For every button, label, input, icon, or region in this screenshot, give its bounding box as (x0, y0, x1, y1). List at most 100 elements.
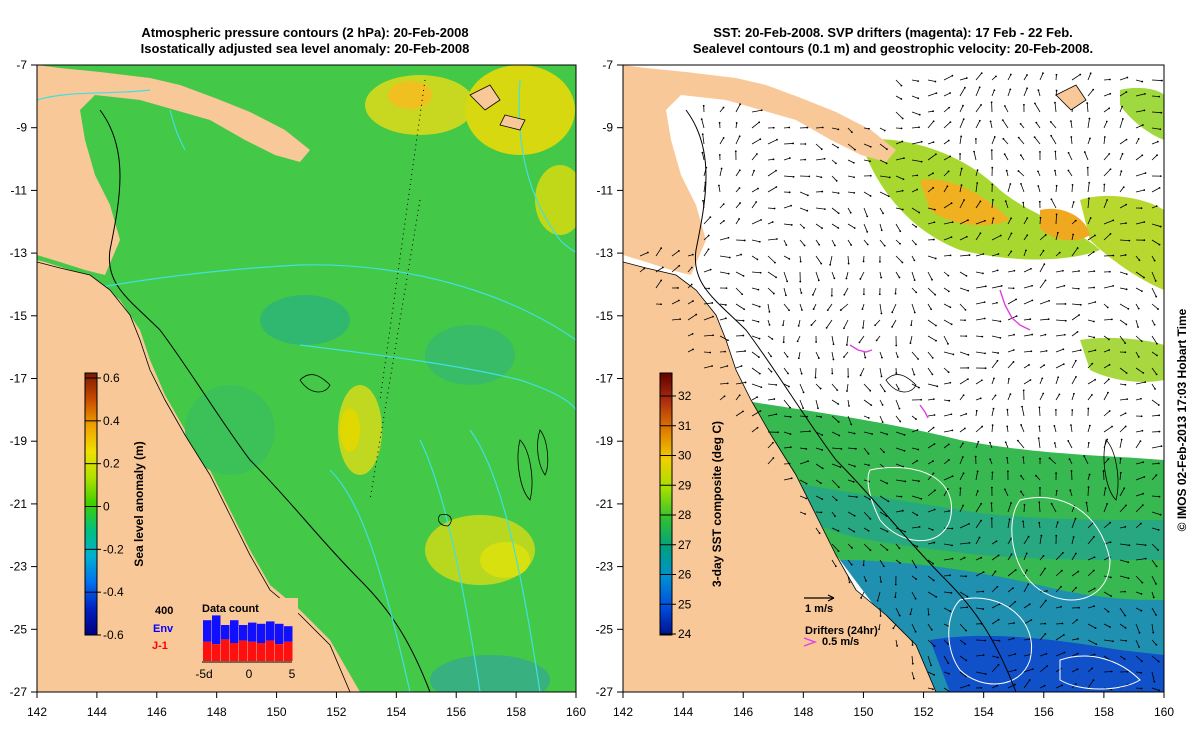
y-tick-label: -13 (10, 246, 28, 260)
velocity-arrowhead (712, 316, 714, 318)
velocity-arrowhead (933, 542, 935, 544)
velocity-arrowhead (1012, 587, 1014, 589)
velocity-arrowhead (1013, 622, 1015, 624)
velocity-arrowhead (1075, 683, 1077, 685)
velocity-arrowhead (711, 365, 713, 367)
velocity-arrowhead (1026, 74, 1028, 76)
velocity-arrowhead (899, 408, 901, 410)
velocity-arrowhead (1160, 514, 1162, 516)
velocity-arrowhead (1076, 619, 1078, 621)
velocity-arrowhead (985, 367, 987, 369)
velocity-arrowhead (1108, 378, 1110, 380)
velocity-arrowhead (913, 678, 915, 680)
velocity-arrowhead (998, 664, 1000, 666)
velocity-arrowhead (1014, 653, 1016, 655)
velocity-arrowhead (712, 334, 714, 336)
colorbar-tick-label: 0.4 (103, 414, 120, 428)
velocity-arrowhead (776, 139, 778, 141)
data-count-env-bar (275, 624, 284, 644)
velocity-arrowhead (1145, 558, 1147, 560)
velocity-arrowhead (902, 510, 904, 512)
velocity-arrowhead (1032, 668, 1034, 670)
velocity-arrowhead (1026, 552, 1028, 554)
velocity-arrowhead (884, 130, 886, 132)
velocity-arrowhead (1006, 170, 1008, 172)
velocity-arrowhead (773, 158, 775, 160)
velocity-arrowhead (918, 480, 920, 482)
velocity-arrowhead (769, 311, 771, 313)
velocity-arrowhead (897, 356, 899, 358)
velocity-arrowhead (692, 333, 694, 335)
velocity-arrowhead (900, 496, 902, 498)
velocity-arrowhead (976, 410, 978, 412)
velocity-arrowhead (807, 460, 809, 462)
velocity-arrowhead (1124, 384, 1126, 386)
velocity-arrowhead (1110, 541, 1112, 543)
velocity-arrowhead (932, 357, 934, 359)
velocity-arrowhead (934, 209, 936, 211)
velocity-arrowhead (846, 278, 848, 280)
velocity-arrowhead (853, 481, 855, 483)
data-count-env-bar (284, 626, 293, 642)
velocity-arrowhead (1109, 271, 1111, 273)
x-tick-label: 150 (267, 705, 287, 719)
velocity-arrowhead (1111, 426, 1113, 428)
velocity-arrowhead (948, 170, 950, 172)
velocity-arrowhead (1156, 205, 1158, 207)
velocity-arrowhead (1038, 406, 1040, 408)
velocity-arrowhead (835, 162, 837, 164)
velocity-arrowhead (977, 470, 979, 472)
velocity-arrowhead (821, 227, 823, 229)
velocity-arrowhead (899, 230, 901, 232)
velocity-arrowhead (846, 390, 848, 392)
velocity-arrowhead (912, 644, 914, 646)
velocity-arrowhead (1075, 376, 1077, 378)
velocity-arrowhead (773, 398, 775, 400)
velocity-arrowhead (961, 168, 963, 170)
velocity-arrowhead (854, 149, 856, 151)
velocity-arrowhead (1143, 110, 1145, 112)
velocity-arrowhead (1043, 555, 1045, 557)
velocity-arrowhead (1042, 72, 1044, 74)
velocity-arrowhead (800, 292, 802, 294)
velocity-arrowhead (992, 471, 994, 473)
velocity-arrowhead (919, 114, 921, 116)
velocity-arrowhead (846, 344, 848, 346)
velocity-arrowhead (1158, 661, 1160, 663)
velocity-arrowhead (863, 564, 865, 566)
velocity-arrowhead (853, 192, 855, 194)
velocity-arrowhead (1077, 331, 1079, 333)
velocity-arrowhead (1080, 349, 1082, 351)
right-title-line1: SST: 20-Feb-2008. SVP drifters (magenta)… (713, 25, 1073, 40)
velocity-arrowhead (964, 87, 966, 89)
velocity-arrowhead (991, 149, 993, 151)
velocity-arrowhead (1158, 96, 1160, 98)
data-count-tick-neg5: -5d (195, 667, 212, 681)
velocity-arrowhead (933, 221, 935, 223)
data-count-env-bar (203, 620, 212, 642)
velocity-arrowhead (1037, 185, 1039, 187)
velocity-arrowhead (1077, 247, 1079, 249)
colorbar-tick-label: 28 (678, 508, 692, 522)
velocity-arrowhead (1079, 74, 1081, 76)
velocity-arrowhead (1065, 303, 1067, 305)
velocity-arrowhead (966, 77, 968, 79)
velocity-arrowhead (1109, 93, 1111, 95)
velocity-arrowhead (773, 127, 775, 129)
velocity-arrowhead (949, 574, 951, 576)
velocity-arrowhead (1075, 518, 1077, 520)
velocity-arrowhead (1056, 490, 1058, 492)
vector-legend: 1 m/s (804, 595, 834, 615)
velocity-arrowhead (1155, 583, 1157, 585)
velocity-arrowhead (880, 581, 882, 583)
velocity-arrowhead (760, 272, 762, 274)
data-count-j1-bar (266, 641, 275, 661)
velocity-arrowhead (869, 390, 871, 392)
velocity-arrowhead (933, 674, 935, 676)
velocity-arrowhead (1004, 105, 1006, 107)
velocity-arrowhead (980, 104, 982, 106)
velocity-arrowhead (993, 408, 995, 410)
velocity-arrowhead (758, 356, 760, 358)
velocity-arrowhead (969, 542, 971, 544)
velocity-arrowhead (1093, 679, 1095, 681)
